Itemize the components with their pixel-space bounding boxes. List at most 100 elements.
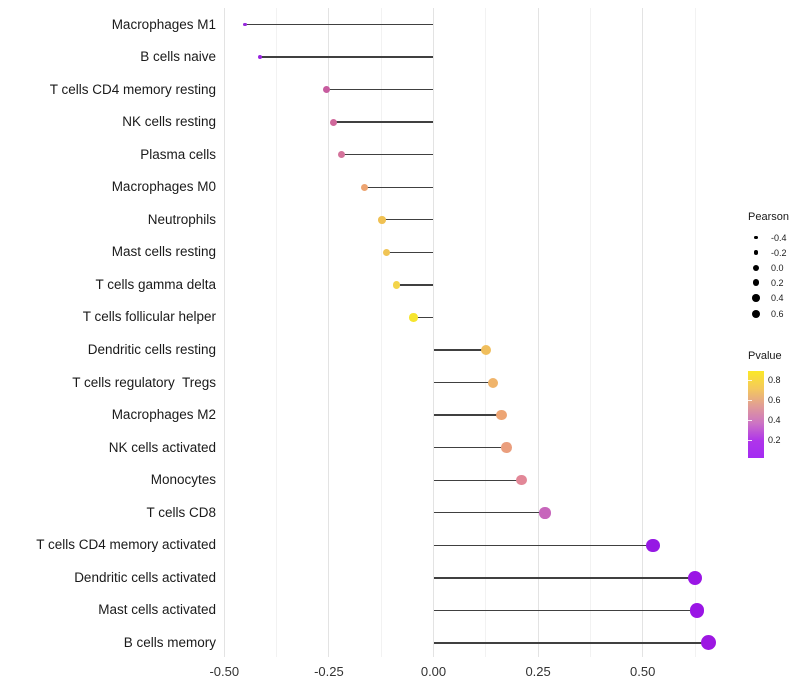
data-point-dot (488, 377, 499, 388)
colorbar-tick-label: 0.4 (768, 414, 781, 425)
data-point-dot (257, 54, 263, 60)
size-legend-value: 0.0 (771, 262, 784, 273)
lollipop-stem (341, 154, 434, 156)
size-legend-dot (752, 279, 760, 286)
size-legend-title: Pearson (748, 211, 789, 223)
y-axis-label: T cells regulatory Tregs (72, 374, 216, 390)
size-legend-value: 0.2 (771, 277, 784, 288)
lollipop-stem (433, 512, 546, 514)
data-point-dot (382, 248, 391, 257)
data-point-dot (360, 183, 369, 191)
lollipop-stem (433, 609, 698, 612)
gridline-minor (694, 8, 696, 657)
gridline-minor (276, 8, 278, 657)
gridline-minor (589, 8, 591, 657)
lollipop-stem (245, 23, 434, 26)
y-axis-label: Macrophages M2 (111, 407, 216, 423)
pvalue-color-legend: Pvalue 0.8 0.6 0.4 0.2 (742, 350, 800, 458)
data-point-dot (480, 345, 491, 355)
data-point-dot (687, 570, 703, 586)
lollipop-stem (382, 219, 434, 221)
gridline-minor (485, 8, 487, 657)
data-point-dot (700, 635, 716, 651)
x-axis-tick-label: -0.25 (314, 664, 344, 679)
y-axis-label: Plasma cells (140, 146, 216, 162)
size-legend-dot (753, 250, 759, 255)
gridline-major (642, 8, 644, 657)
data-point-dot (516, 474, 527, 486)
size-legend-entry: 0.0 (746, 260, 800, 275)
size-legend-entry: -0.4 (746, 230, 800, 245)
data-point-dot (392, 281, 401, 289)
size-legend-entries: -0.4 -0.2 0.0 0.2 0.4 0.6 (742, 230, 800, 322)
size-legend-dot (754, 235, 758, 240)
data-point-dot (496, 409, 507, 421)
data-point-dot (337, 151, 345, 159)
size-legend-dot (753, 264, 759, 271)
y-axis-label: T cells follicular helper (82, 309, 216, 325)
colorbar-notch (748, 380, 752, 382)
x-axis-tick-label: -0.50 (209, 664, 240, 679)
lollipop-stem (433, 349, 486, 351)
lollipop-stem (433, 381, 494, 384)
lollipop-stem (364, 186, 434, 188)
gridline-major (328, 8, 330, 657)
size-legend-entry: 0.6 (746, 306, 800, 323)
color-legend-title: Pvalue (748, 350, 782, 362)
y-axis-label: T cells CD4 memory resting (49, 81, 216, 97)
gridline-major (433, 8, 434, 657)
colorbar-tick-label: 0.2 (768, 434, 781, 445)
lollipop-stem (433, 446, 507, 449)
lollipop-stem (433, 577, 695, 579)
pvalue-colorbar (748, 371, 764, 458)
lollipop-stem (396, 284, 434, 286)
plot-panel (222, 8, 718, 657)
x-axis-tick-label: 0.50 (630, 664, 656, 679)
y-axis-label: NK cells activated (108, 439, 216, 455)
y-axis-label: Mast cells resting (111, 244, 216, 260)
lollipop-stem (326, 88, 434, 91)
size-legend-entry: 0.2 (746, 275, 800, 290)
colorbar-tick-label: 0.6 (768, 395, 781, 405)
y-axis-label: Neutrophils (147, 211, 216, 227)
y-axis-label: T cells CD8 (146, 504, 216, 520)
data-point-dot (329, 118, 337, 126)
lollipop-stem (433, 414, 502, 416)
size-legend-value: -0.2 (771, 247, 787, 258)
y-axis-label: B cells memory (123, 634, 216, 650)
gridline-major (223, 8, 225, 657)
data-point-dot (243, 22, 247, 27)
colorbar-notch (748, 400, 752, 401)
y-axis-label: B cells naive (140, 49, 216, 65)
lollipop-stem (433, 479, 522, 481)
colorbar-tick-label: 0.8 (768, 375, 781, 386)
colorbar-notch (748, 439, 752, 441)
y-axis-label: T cells CD4 memory activated (36, 537, 216, 553)
x-axis-tick-label: 0.25 (525, 664, 551, 679)
lollipop-stem (413, 316, 434, 319)
y-axis-label: Dendritic cells resting (87, 342, 216, 357)
size-legend-value: -0.4 (771, 232, 787, 243)
data-point-dot (539, 507, 551, 519)
gridline-major (537, 8, 539, 657)
lollipop-stem (333, 121, 434, 123)
data-point-dot (409, 313, 418, 322)
x-axis-tick-label: 0.00 (420, 664, 447, 679)
y-axis-label: Mast cells activated (98, 602, 216, 618)
gridline-minor (380, 8, 382, 657)
data-point-dot (689, 603, 705, 618)
pearson-size-legend: Pearson -0.4 -0.2 0.0 0.2 0.4 0.6 (742, 211, 800, 322)
y-axis-label: T cells gamma delta (95, 276, 216, 292)
y-axis-label: NK cells resting (122, 114, 216, 130)
y-axis-label: Macrophages M1 (111, 16, 216, 32)
data-point-dot (646, 538, 660, 553)
colorbar-wrap: 0.8 0.6 0.4 0.2 (748, 371, 800, 458)
size-legend-value: 0.6 (771, 309, 784, 320)
size-legend-entry: 0.4 (746, 290, 800, 306)
colorbar-notch (748, 419, 752, 421)
y-axis-label: Macrophages M0 (111, 179, 216, 195)
data-point-dot (323, 86, 331, 94)
y-axis-label: Monocytes (150, 472, 216, 488)
size-legend-value: 0.4 (771, 292, 784, 303)
